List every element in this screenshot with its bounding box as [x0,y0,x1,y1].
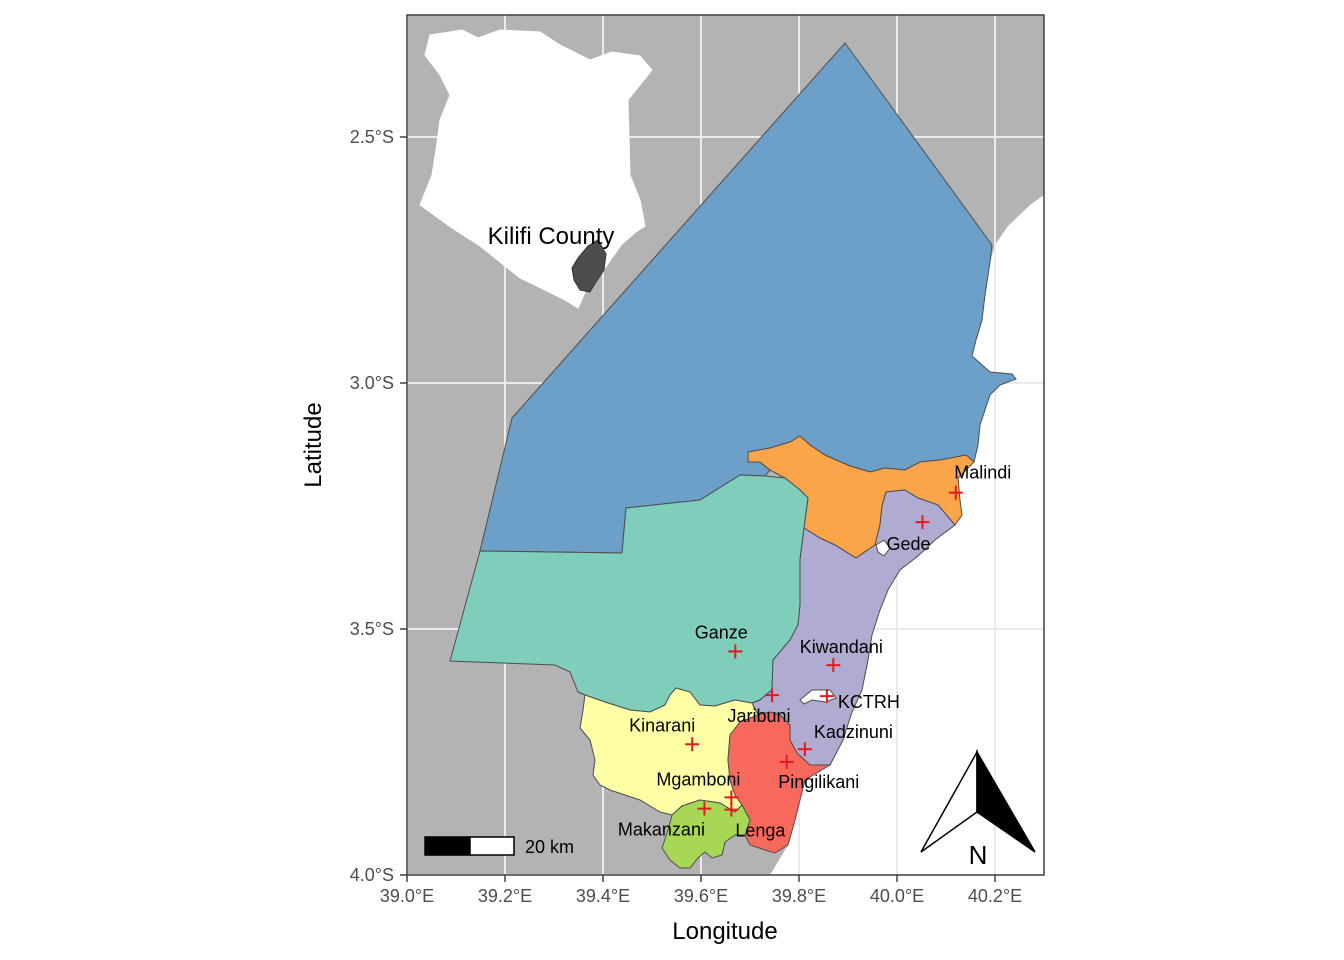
inset-map: Kilifi County [419,29,653,309]
site-marker-malindi[interactable]: Malindi [948,463,1012,500]
x-tick-label: 39.4°E [576,886,630,906]
site-label-kadzinuni: Kadzinuni [814,722,893,742]
region-south-red[interactable] [727,711,832,854]
site-marker-kctrh[interactable]: KCTRH [819,689,900,712]
site-marker-jaribuni[interactable]: Jaribuni [728,688,791,726]
region-coastal[interactable] [751,489,956,766]
x-tick-label: 39.0°E [380,886,434,906]
site-label-makanzani: Makanzani [618,820,705,840]
north-arrow-label: N [969,840,988,870]
site-marker-gede[interactable]: Gede [886,515,931,554]
indian-ocean [770,195,1044,875]
scale-bar: 20 km [424,836,574,857]
panel-border [406,14,1045,876]
x-tick-label: 39.2°E [478,886,532,906]
site-marker-lenga[interactable]: Lenga [724,802,786,841]
x-tick-label: 40.0°E [870,886,924,906]
site-label-jaribuni: Jaribuni [728,706,791,726]
y-axis-title: Latitude [300,402,327,487]
scale-bar-black-segment [424,836,471,856]
kenya-outline [419,29,653,309]
x-tick-label: 39.6°E [674,886,728,906]
y-tick-label: 3.5°S [350,619,394,639]
site-label-kiwandani: Kiwandani [800,637,883,657]
x-axis: 39.0°E 39.2°E 39.4°E 39.6°E 39.8°E 40.0°… [380,875,1022,906]
x-axis-title: Longitude [672,918,777,945]
inset-label-kilifi-county: Kilifi County [488,223,615,250]
site-label-lenga: Lenga [735,821,786,841]
region-south-green[interactable] [661,799,751,869]
site-label-pingilikani: Pingilikani [778,772,859,792]
north-arrow-right-half [976,749,1036,853]
site-marker-ganze[interactable]: Ganze [695,622,748,659]
site-marker-mgamboni[interactable]: Mgamboni [656,769,740,805]
kilifi-county-shape [571,239,607,293]
north-arrow: N [920,749,1036,870]
site-marker-makanzani[interactable]: Makanzani [618,801,712,840]
x-tick-label: 40.2°E [968,886,1022,906]
site-label-kctrh: KCTRH [838,692,900,712]
x-tick-label: 39.8°E [772,886,826,906]
y-tick-label: 3.0°S [350,373,394,393]
site-label-kinarani: Kinarani [629,715,695,735]
y-tick-label: 4.0°S [350,865,394,885]
site-markers: Malindi Gede Ganze Kiwandani KCTRH Jaribuni Ki… [618,463,1011,841]
y-tick-label: 2.5°S [350,127,394,147]
site-label-malindi: Malindi [954,463,1011,483]
site-marker-kadzinuni[interactable]: Kadzinuni [797,722,893,757]
scale-bar-white-segment [469,836,515,856]
site-label-ganze: Ganze [695,622,748,642]
site-marker-pingilikani[interactable]: Pingilikani [778,754,859,792]
site-label-gede: Gede [886,534,930,554]
site-marker-kiwandani[interactable]: Kiwandani [800,637,883,673]
map-panel [407,15,1044,875]
y-axis: 2.5°S 3.0°S 3.5°S 4.0°S [350,127,407,885]
site-marker-kinarani[interactable]: Kinarani [629,715,700,752]
site-label-mgamboni: Mgamboni [656,769,740,789]
scale-bar-label: 20 km [525,837,574,857]
